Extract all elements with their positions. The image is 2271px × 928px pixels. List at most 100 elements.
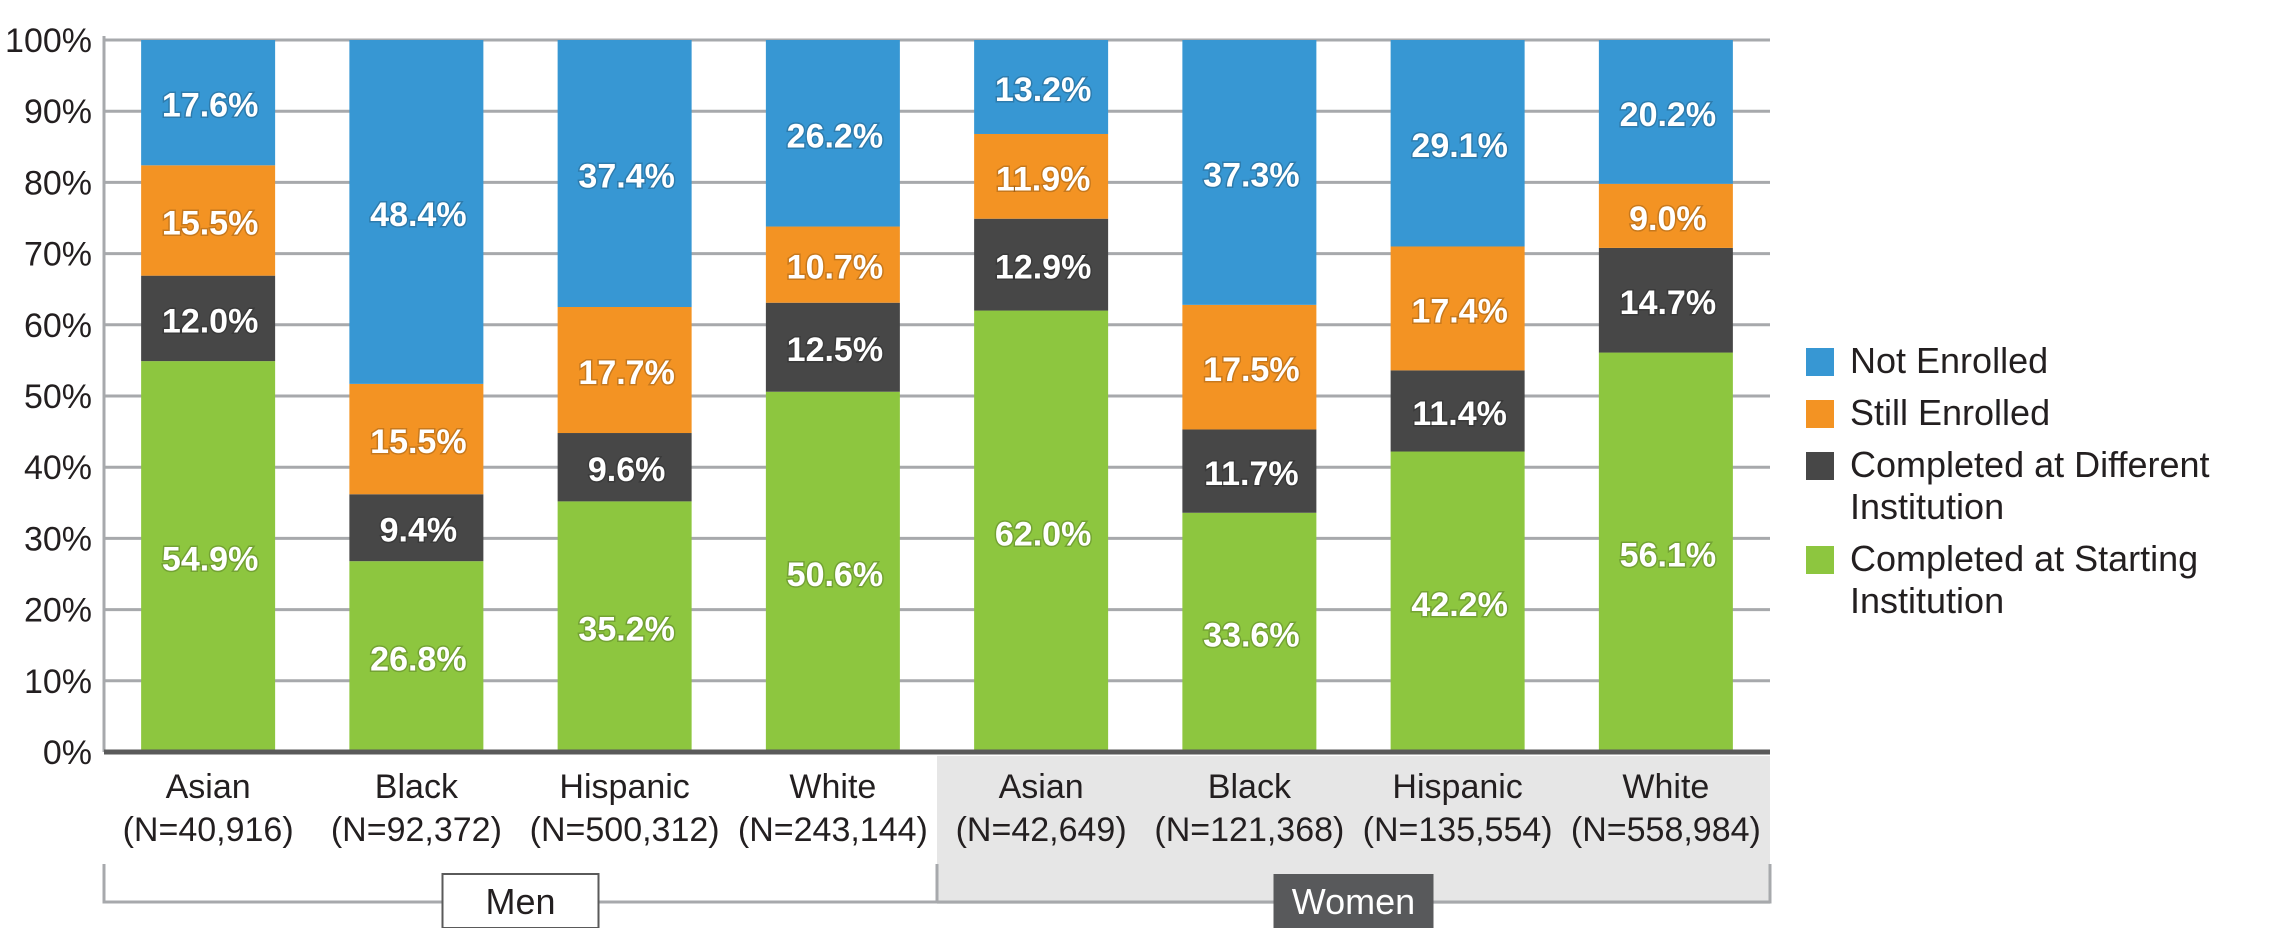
- legend-swatch: [1806, 400, 1834, 428]
- data-label: 37.4%: [578, 158, 674, 196]
- category-label: Asian: [166, 768, 251, 806]
- data-label: 12.0%: [162, 302, 258, 340]
- category-label: White: [789, 768, 876, 806]
- y-tick-label: 10%: [24, 663, 92, 701]
- category-label: Black: [1208, 768, 1292, 806]
- data-label: 11.7%: [1204, 455, 1299, 493]
- group-label-women: Women: [1292, 881, 1415, 922]
- category-label: Hispanic: [559, 768, 689, 806]
- bar-stack-women-white: [1598, 40, 1733, 752]
- y-tick-label: 80%: [24, 164, 92, 202]
- legend-swatch: [1806, 546, 1834, 574]
- data-label: 13.2%: [995, 71, 1091, 109]
- bar-stack-men-hispanic: [557, 40, 692, 752]
- bar-segment: [1182, 429, 1317, 513]
- data-label: 62.0%: [995, 515, 1091, 553]
- y-tick-label: 0%: [43, 734, 92, 772]
- legend-label: Completed at Starting Institution: [1850, 538, 2199, 621]
- bar-segment: [141, 40, 276, 166]
- bar-segment: [974, 133, 1109, 219]
- data-label: 15.5%: [162, 204, 258, 242]
- y-tick-label: 60%: [24, 307, 92, 345]
- data-label: 9.0%: [1629, 200, 1707, 238]
- bar-segment: [1182, 512, 1317, 752]
- data-label: 11.9%: [996, 160, 1091, 198]
- data-label: 10.7%: [787, 249, 883, 287]
- men-group-box: [441, 873, 600, 928]
- bar-segment: [141, 361, 276, 752]
- category-n-label: (N=42,649): [956, 811, 1127, 849]
- bar-segment: [974, 218, 1109, 311]
- category-n-label: (N=558,984): [1571, 811, 1761, 849]
- category-n-label: (N=92,372): [331, 811, 502, 849]
- bar-segment: [765, 226, 900, 303]
- data-label: 54.9%: [162, 541, 258, 579]
- bar-segment: [1390, 246, 1525, 371]
- category-n-label: (N=500,312): [530, 811, 720, 849]
- category-n-label: (N=40,916): [123, 811, 294, 849]
- bar-stack-women-hispanic: [1390, 40, 1525, 752]
- data-label: 12.5%: [787, 331, 883, 369]
- bar-segment: [1598, 183, 1733, 248]
- bar-segment: [1182, 40, 1317, 305]
- bar-segment: [557, 433, 692, 502]
- legend-swatch: [1806, 348, 1834, 376]
- bar-segment: [349, 383, 484, 495]
- y-tick-label: 40%: [24, 449, 92, 487]
- category-label: White: [1622, 768, 1709, 806]
- legend-item: Not Enrolled: [1806, 340, 2271, 382]
- category-n-label: (N=243,144): [738, 811, 928, 849]
- category-label: Black: [375, 768, 459, 806]
- category-label: Hispanic: [1392, 768, 1522, 806]
- legend: Not Enrolled Still Enrolled Completed at D…: [1806, 340, 2271, 632]
- bar-stack-men-white: [765, 40, 900, 752]
- bar-segment: [557, 307, 692, 434]
- data-label: 35.2%: [578, 611, 674, 649]
- data-label: 17.7%: [578, 354, 674, 392]
- bar-segment: [765, 391, 900, 752]
- data-label: 42.2%: [1411, 586, 1507, 624]
- women-group-box: [1273, 874, 1434, 928]
- bar-segment: [1390, 40, 1525, 247]
- category-label: Asian: [999, 768, 1084, 806]
- data-label: 33.6%: [1203, 616, 1299, 654]
- data-label: 26.2%: [787, 117, 883, 155]
- y-tick-label: 90%: [24, 93, 92, 131]
- data-label: 17.5%: [1203, 351, 1299, 389]
- data-label: 14.7%: [1620, 284, 1716, 322]
- legend-item: Completed at Different Institution: [1806, 444, 2271, 528]
- bar-segment: [974, 310, 1109, 752]
- bar-segment: [765, 40, 900, 227]
- bar-segment: [1390, 451, 1525, 752]
- bar-segment: [349, 561, 484, 752]
- bar-stack-women-asian: [974, 40, 1109, 752]
- bar-stack-women-black: [1182, 40, 1317, 752]
- category-n-label: (N=135,554): [1363, 811, 1553, 849]
- data-label: 26.8%: [370, 641, 466, 679]
- y-tick-label: 100%: [5, 22, 92, 60]
- bar-segment: [349, 494, 484, 562]
- y-tick-label: 20%: [24, 592, 92, 630]
- data-label: 56.1%: [1620, 536, 1716, 574]
- bar-segment: [765, 302, 900, 392]
- bar-segment: [1598, 352, 1733, 752]
- data-label: 50.6%: [787, 556, 883, 594]
- legend-label: Completed at Different Institution: [1850, 444, 2210, 527]
- bar-segment: [141, 275, 276, 362]
- data-label: 17.6%: [162, 87, 258, 125]
- bar-segment: [974, 40, 1109, 134]
- bar-segment: [557, 40, 692, 307]
- data-label: 9.4%: [380, 512, 458, 550]
- data-label: 29.1%: [1411, 127, 1507, 165]
- data-label: 11.4%: [1412, 395, 1507, 433]
- legend-label: Not Enrolled: [1850, 340, 2049, 381]
- data-label: 48.4%: [370, 196, 466, 234]
- bar-stack-men-asian: [141, 40, 276, 752]
- bar-segment: [1598, 40, 1733, 184]
- bar-segment: [557, 501, 692, 752]
- legend-label: Still Enrolled: [1850, 392, 2051, 433]
- bar-segment: [141, 165, 276, 276]
- data-label: 20.2%: [1620, 96, 1716, 134]
- data-label: 15.5%: [370, 423, 466, 461]
